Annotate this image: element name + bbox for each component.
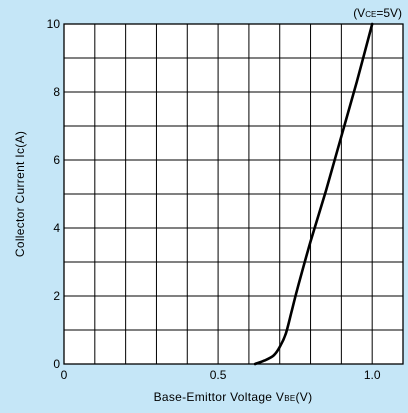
y-tick-labels: 0 2 4 6 8 10 xyxy=(47,17,61,371)
plot-frame xyxy=(63,23,404,365)
y-axis-title: Collector Current Ic(A) xyxy=(13,131,27,257)
x-axis-title: Base-Emittor Voltage VBE(V) xyxy=(154,390,313,404)
y-tick-label: 2 xyxy=(53,289,60,303)
condition-label: (VCE=5V) xyxy=(353,6,402,20)
y-tick-label: 8 xyxy=(53,85,60,99)
y-tick-label: 6 xyxy=(53,153,60,167)
horizontal-gridlines xyxy=(64,57,403,331)
x-tick-labels: 0 0.5 1.0 xyxy=(61,368,381,382)
x-tick-label: 0.5 xyxy=(210,368,227,382)
y-tick-label: 10 xyxy=(47,17,61,31)
x-tick-label: 0 xyxy=(61,368,68,382)
y-tick-label: 0 xyxy=(53,357,60,371)
x-tick-label: 1.0 xyxy=(364,368,381,382)
y-tick-label: 4 xyxy=(53,221,60,235)
series-line xyxy=(253,22,374,366)
